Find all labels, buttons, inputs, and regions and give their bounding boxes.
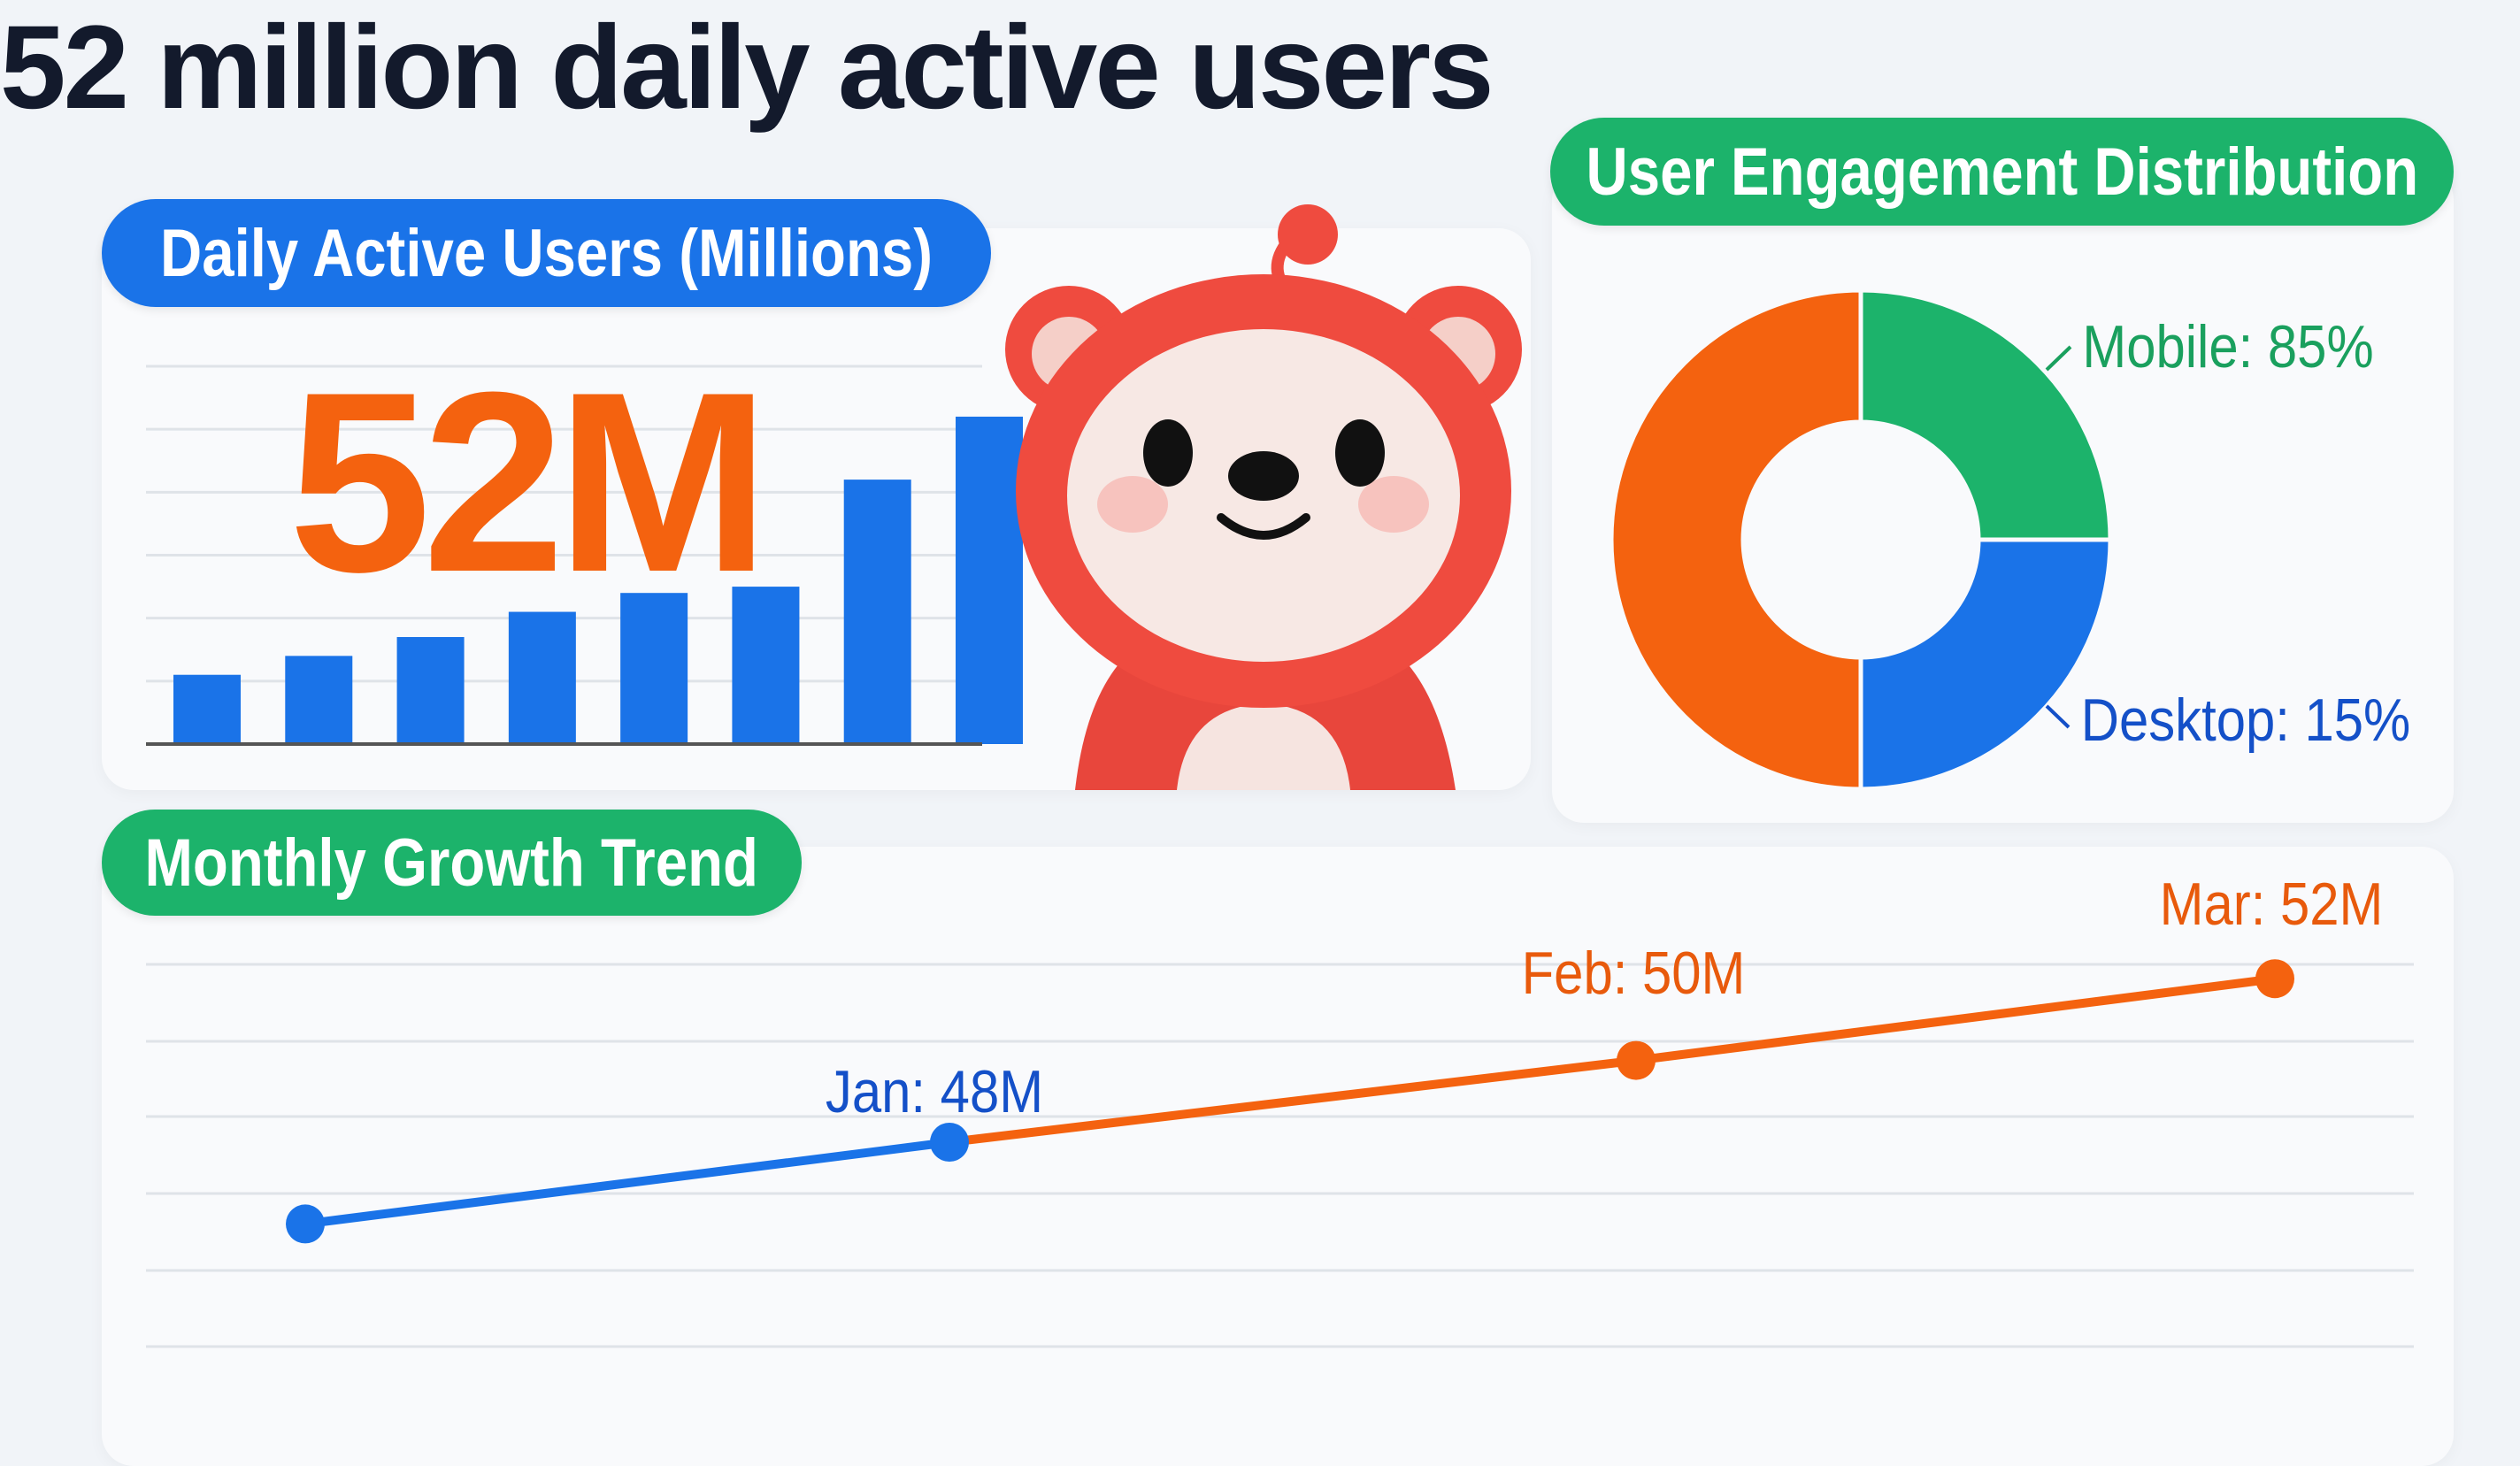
slice-label-mobile: Mobile: 85% <box>2082 313 2374 380</box>
point-label-jan: Jan: 48M <box>825 1058 1044 1125</box>
dau-title-pill: Daily Active Users (Millions) <box>102 199 991 307</box>
growth-title: Monthly Growth Trend <box>144 825 759 901</box>
engagement-title: User Engagement Distribution <box>1586 134 2418 210</box>
page-title: 52 million daily active users <box>0 2 1494 134</box>
growth-title-pill: Monthly Growth Trend <box>102 810 802 916</box>
dau-title: Daily Active Users (Millions) <box>160 215 933 291</box>
headline-value: 52M <box>288 339 770 626</box>
point-label-feb: Feb: 50M <box>1521 940 1746 1007</box>
growth-card <box>102 847 2454 1466</box>
point-label-mar: Mar: 52M <box>2159 871 2384 938</box>
slice-label-desktop: Desktop: 15% <box>2080 687 2411 754</box>
engagement-title-pill: User Engagement Distribution <box>1550 118 2454 226</box>
